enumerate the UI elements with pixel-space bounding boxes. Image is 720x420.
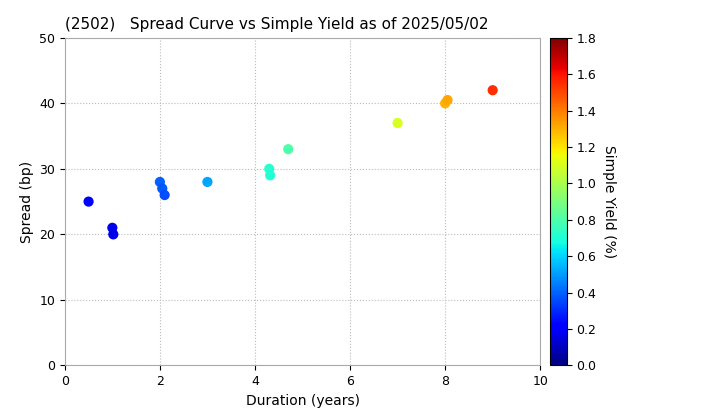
Text: (2502)   Spread Curve vs Simple Yield as of 2025/05/02: (2502) Spread Curve vs Simple Yield as o…: [65, 18, 488, 32]
Point: [264, 165, 275, 172]
Point: [156, 185, 168, 192]
Y-axis label: Spread (bp): Spread (bp): [19, 160, 34, 243]
Point: [487, 87, 498, 94]
Point: [107, 224, 118, 231]
Point: [442, 97, 454, 103]
Point: [154, 178, 166, 185]
Point: [392, 120, 403, 126]
Point: [83, 198, 94, 205]
Point: [264, 172, 276, 179]
Point: [159, 192, 171, 198]
Point: [439, 100, 451, 107]
Y-axis label: Simple Yield (%): Simple Yield (%): [602, 145, 616, 258]
Point: [202, 178, 213, 185]
X-axis label: Duration (years): Duration (years): [246, 394, 359, 408]
Point: [107, 231, 119, 238]
Point: [282, 146, 294, 152]
